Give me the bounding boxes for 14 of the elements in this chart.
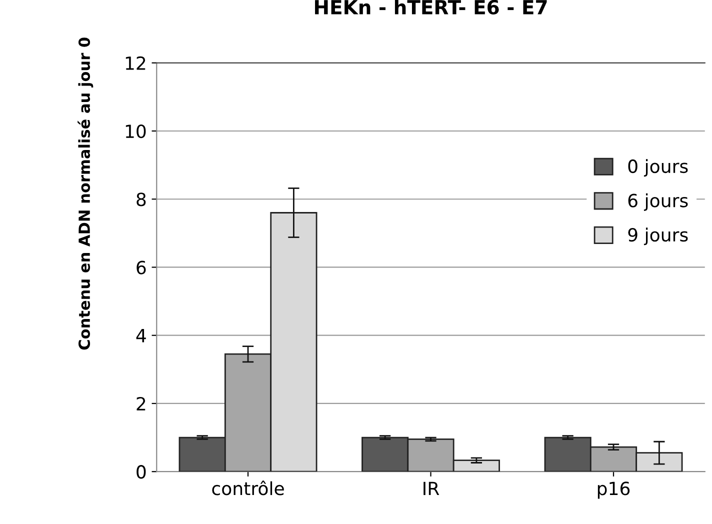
legend-label: 9 jours: [628, 228, 688, 246]
x-tick-label: IR: [424, 482, 440, 496]
y-tick-label: 4: [136, 329, 146, 342]
y-tick-label: 6: [136, 260, 146, 274]
y-tick-label: 0: [136, 465, 146, 479]
y-tick-label: 10: [126, 124, 146, 138]
y-tick-label: 8: [136, 192, 146, 206]
x-tick-label: contrôle: [212, 480, 284, 496]
x-tick-label: p16: [598, 482, 630, 499]
y-axis-title: Contenu en ADN normalisé au jour 0: [78, 38, 94, 350]
y-tick-label: 2: [136, 396, 146, 410]
legend-label: 0 jours: [628, 159, 688, 177]
legend-label: 6 jours: [628, 193, 688, 211]
y-tick-label: 12: [126, 56, 146, 70]
